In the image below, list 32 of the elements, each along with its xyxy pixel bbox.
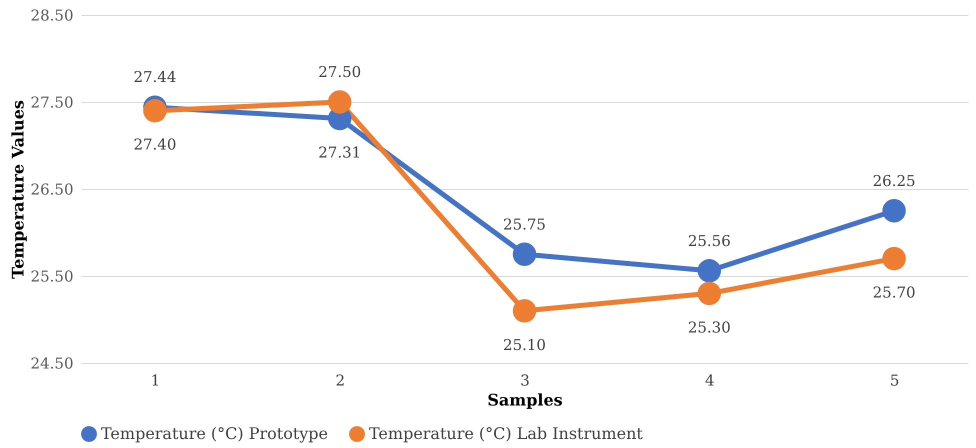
y-tick-label: 25.50 <box>30 268 74 286</box>
point <box>143 98 167 122</box>
data-label: 25.75 <box>503 215 546 234</box>
x-tick-label: 4 <box>705 372 715 390</box>
x-tick-label: 3 <box>520 372 530 390</box>
point <box>882 199 906 222</box>
data-label: 25.30 <box>688 318 731 336</box>
data-label: 27.40 <box>133 136 176 154</box>
x-tick-label: 1 <box>150 372 160 390</box>
data-label: 25.70 <box>872 284 916 302</box>
data-label: 25.56 <box>688 232 731 250</box>
legend-label: Temperature (°C) Prototype <box>101 424 328 443</box>
point <box>698 282 722 306</box>
y-tick-label: 28.50 <box>30 6 74 24</box>
x-axis-title: Samples <box>487 390 563 410</box>
data-label: 27.31 <box>318 144 362 162</box>
x-tick-label: 2 <box>335 372 345 390</box>
data-label: 25.10 <box>503 336 546 354</box>
x-tick-label: 5 <box>890 372 900 390</box>
point <box>882 246 906 270</box>
point <box>328 90 352 114</box>
data-label: 27.50 <box>318 63 362 81</box>
y-tick-label: 24.50 <box>30 354 74 372</box>
y-axis-title: Temperature Values <box>8 100 28 279</box>
legend-label: Temperature (°C) Lab Instrument <box>369 424 644 443</box>
y-tick-label: 27.50 <box>30 94 74 112</box>
data-label: 26.25 <box>872 172 916 190</box>
point <box>512 299 536 323</box>
point <box>698 259 722 282</box>
data-label: 27.44 <box>133 68 176 86</box>
y-tick-label: 26.50 <box>30 180 74 198</box>
point <box>512 242 536 266</box>
